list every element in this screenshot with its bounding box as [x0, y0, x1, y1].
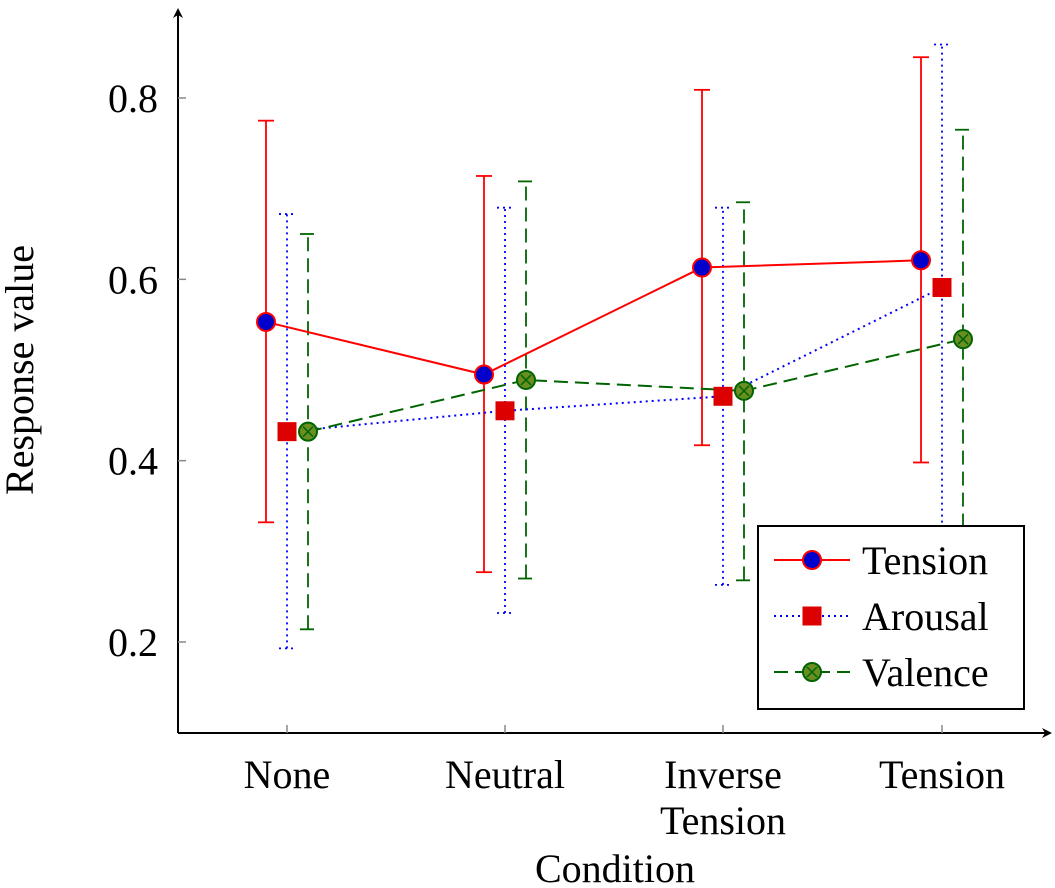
marker-valence: [516, 369, 536, 390]
series-markers: [256, 250, 973, 442]
tick-labels: 0.2 0.4 0.6 0.8 None Neutral Inverse Tension Ten…: [108, 76, 1005, 843]
legend-label: Tension: [862, 538, 988, 583]
legend-entry-tension: Tension: [774, 538, 988, 583]
series-line-tension: [265, 259, 922, 376]
legend-label: Arousal: [862, 594, 989, 639]
y-tick-label: 0.6: [108, 257, 158, 302]
marker-tension: [692, 257, 712, 278]
x-tick-label: Tension: [879, 752, 1005, 797]
x-tick-label: Inverse Tension: [660, 752, 786, 843]
marker-valence: [802, 662, 822, 682]
marker-tension: [474, 364, 494, 385]
y-tick-label: 0.8: [108, 76, 158, 121]
y-axis-title: Response value: [0, 245, 42, 495]
marker-valence: [298, 421, 318, 442]
marker-arousal: [802, 606, 822, 626]
y-tick-label: 0.2: [108, 620, 158, 665]
marker-tension: [802, 550, 822, 570]
legend-label: Valence: [862, 650, 989, 695]
error-bar-arousal: [497, 206, 513, 614]
axes: [173, 8, 1052, 738]
marker-tension: [256, 311, 276, 332]
x-tick-label: Neutral: [445, 752, 565, 797]
legend-entry-arousal: Arousal: [774, 594, 989, 639]
marker-arousal: [713, 386, 733, 406]
series-line-valence: [307, 338, 964, 433]
marker-arousal: [495, 401, 515, 421]
legend: Tension Arousal Valence: [757, 525, 1025, 710]
marker-tension: [911, 250, 931, 271]
series-lines: [265, 259, 964, 433]
error-bar-arousal: [715, 206, 731, 586]
marker-valence: [734, 380, 754, 401]
y-tick-label: 0.4: [108, 439, 158, 484]
marker-arousal: [277, 422, 297, 442]
legend-box: [757, 525, 1025, 710]
marker-arousal: [932, 277, 952, 297]
marker-valence: [953, 329, 973, 350]
x-tick-label: None: [244, 752, 331, 797]
legend-entry-valence: Valence: [774, 650, 989, 695]
series-line-arousal: [286, 286, 943, 433]
x-axis-title: Condition: [535, 846, 695, 888]
